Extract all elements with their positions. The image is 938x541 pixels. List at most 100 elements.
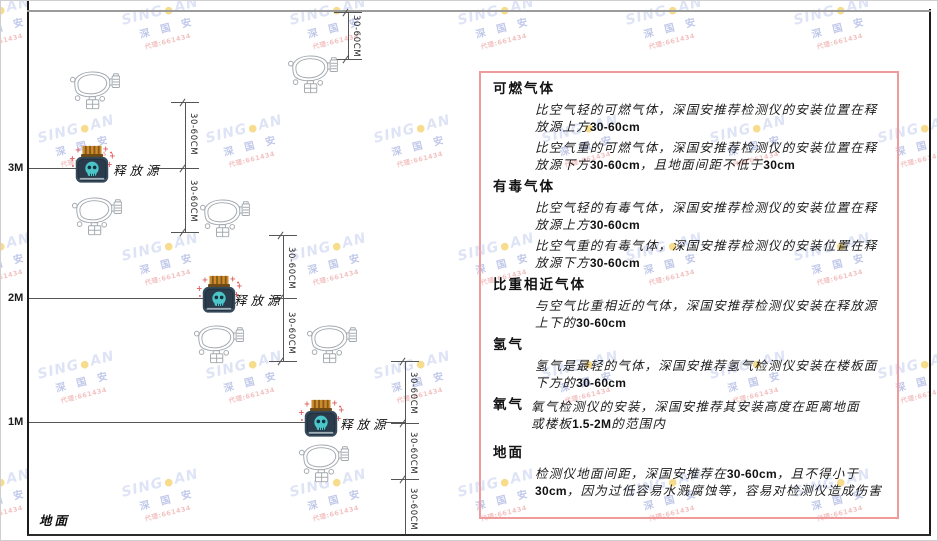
watermark-dot-icon: ● bbox=[79, 122, 92, 136]
watermark-brand-text: SING●AN bbox=[119, 0, 201, 29]
watermark-cjk-text: 深 国 安 bbox=[138, 16, 197, 41]
dim-tick bbox=[391, 361, 419, 362]
watermark-sub-text: 代理:661434 bbox=[143, 503, 192, 524]
svg-text:+: + bbox=[332, 399, 338, 408]
brand-watermark: SING●AN深 国 安代理:661434 bbox=[791, 0, 879, 55]
ground-line bbox=[27, 534, 931, 536]
watermark-sub-text: 代理:661434 bbox=[0, 31, 24, 52]
detector-above-3m-source bbox=[68, 67, 120, 110]
watermark-cjk-text: 深 国 安 bbox=[222, 370, 281, 395]
height-label-1m: 1M bbox=[8, 416, 24, 428]
installation-guideline-panel: 可燃气体 比空气轻的可燃气体，深国安推荐检测仪的安装位置在释放源上方30-60cm… bbox=[479, 71, 899, 519]
ceiling-line bbox=[27, 10, 931, 12]
brand-watermark: SING●AN深 国 安代理:661434 bbox=[455, 0, 543, 55]
watermark-brand-text: SING●AN bbox=[35, 348, 117, 383]
watermark-dot-icon: ● bbox=[415, 122, 428, 136]
connector-line bbox=[153, 168, 171, 169]
watermark-brand-text: SING●AN bbox=[287, 230, 369, 265]
panel-section: 比重相近气体 与空气比重相近的气体，深国安推荐检测仪安装在释放源上下的30-60c… bbox=[493, 278, 883, 331]
right-wall-line bbox=[929, 9, 931, 536]
watermark-sub-text: 代理:661434 bbox=[899, 385, 938, 406]
brand-watermark: SING●AN深 国 安代理:661434 bbox=[0, 466, 39, 527]
panel-section-paragraph: 比空气轻的有毒气体，深国安推荐检测仪的安装位置在释放源上方30-60cm bbox=[535, 200, 878, 232]
watermark-sub-text: 代理:661434 bbox=[143, 31, 192, 52]
dim-tick bbox=[334, 12, 362, 13]
dim-label: 30-60CM bbox=[188, 180, 198, 223]
dim-tick bbox=[269, 298, 297, 299]
watermark-brand-text: SING●AN bbox=[455, 0, 537, 29]
release-source-label-1m: 释放源 bbox=[340, 417, 390, 432]
svg-text:+: + bbox=[109, 151, 115, 160]
panel-section: 地面 检测仪地面间距，深国安推荐在30-60cm，且不得小于30cm，因为过低容易… bbox=[493, 446, 883, 499]
svg-text:+: + bbox=[75, 146, 81, 155]
watermark-cjk-text: 深 国 安 bbox=[138, 488, 197, 513]
dim-label: 30-60CM bbox=[408, 488, 418, 531]
watermark-cjk-text: 深 国 安 bbox=[0, 488, 29, 512]
watermark-sub-text: 代理:661434 bbox=[647, 31, 696, 52]
dim-label: 30-60CM bbox=[188, 113, 198, 156]
release-source-icon: ++ + ++ bbox=[196, 275, 242, 313]
release-source-label-2m: 释放源 bbox=[234, 293, 284, 308]
height-line-3m bbox=[29, 168, 81, 169]
panel-section-paragraph: 检测仪地面间距，深国安推荐在30-60cm，且不得小于30cm，因为过低容易水溅… bbox=[535, 466, 883, 498]
release-source-3m: + + + + + bbox=[69, 144, 115, 186]
detector-below-2m-source bbox=[192, 321, 244, 364]
watermark-sub-text: 代理:661434 bbox=[815, 31, 864, 52]
watermark-cjk-text: 深 国 安 bbox=[306, 16, 365, 41]
dim-label: 30-60CM bbox=[408, 372, 418, 415]
svg-text:+: + bbox=[230, 275, 236, 284]
height-label-3m: 3M bbox=[8, 162, 24, 174]
watermark-cjk-text: 深 国 安 bbox=[894, 134, 937, 159]
watermark-dot-icon: ● bbox=[415, 358, 428, 372]
panel-section-heading: 有毒气体 bbox=[493, 179, 555, 195]
brand-watermark: SING●AN深 国 安代理:661434 bbox=[624, 1, 711, 55]
left-wall-line bbox=[27, 1, 29, 536]
watermark-dot-icon: ● bbox=[163, 476, 176, 490]
watermark-sub-text: 代理:661434 bbox=[479, 31, 528, 52]
watermark-cjk-text: 深 国 安 bbox=[894, 370, 937, 395]
detector-above-2m-source bbox=[198, 195, 250, 238]
detector-below-ceiling bbox=[286, 51, 338, 94]
height-line-2m bbox=[29, 298, 205, 299]
brand-watermark: SING●AN深 国 安代理:661434 bbox=[119, 0, 207, 55]
dim-label: 30-60CM bbox=[351, 15, 361, 58]
watermark-cjk-text: 深 国 安 bbox=[390, 370, 449, 395]
watermark-dot-icon: ● bbox=[163, 240, 176, 254]
svg-text:+: + bbox=[233, 290, 239, 299]
watermark-cjk-text: 深 国 安 bbox=[0, 16, 29, 40]
panel-section: 可燃气体 比空气轻的可燃气体，深国安推荐检测仪的安装位置在释放源上方30-60cm… bbox=[493, 82, 883, 173]
ground-label: 地面 bbox=[39, 513, 71, 528]
svg-text:+: + bbox=[69, 154, 75, 163]
watermark-cjk-text: 深 国 安 bbox=[642, 16, 701, 41]
release-source-1m: + + + + + bbox=[298, 398, 344, 440]
watermark-cjk-text: 深 国 安 bbox=[138, 252, 197, 277]
dim-label: 30-60CM bbox=[286, 247, 296, 290]
svg-text:+: + bbox=[103, 145, 109, 154]
panel-section-heading: 比重相近气体 bbox=[493, 277, 586, 293]
gas-detector-icon bbox=[298, 444, 349, 483]
brand-watermark: SING●AN深 国 安代理:661434 bbox=[288, 1, 375, 55]
watermark-sub-text: 代理:661434 bbox=[0, 267, 24, 288]
watermark-sub-text: 代理:661434 bbox=[311, 267, 360, 288]
gas-detector-icon bbox=[287, 55, 338, 94]
release-source-icon: ++ + ++ bbox=[298, 399, 344, 437]
detector-below-3m-source bbox=[70, 193, 122, 236]
svg-text:+: + bbox=[335, 414, 341, 423]
panel-section-paragraph: 比空气重的可燃气体，深国安推荐检测仪的安装位置在释放源下方30-60cm，且地面… bbox=[535, 140, 878, 172]
panel-section: 有毒气体比空气轻的有毒气体，深国安推荐检测仪的安装位置在释放源上方30-60cm… bbox=[493, 180, 883, 271]
watermark-brand-text: SING●AN bbox=[35, 112, 117, 147]
brand-watermark: SING●AN深 国 安代理:661434 bbox=[0, 1, 39, 55]
watermark-sub-text: 代理:661434 bbox=[899, 149, 938, 170]
watermark-dot-icon: ● bbox=[0, 240, 8, 254]
brand-watermark: SING●AN深 国 安代理:661434 bbox=[0, 230, 39, 291]
release-source-label-3m: 释放源 bbox=[113, 163, 163, 178]
dim-tick bbox=[334, 59, 362, 60]
watermark-brand-text: SING●AN bbox=[791, 0, 873, 29]
panel-section-paragraph: 氧气检测仪的安装，深国安推荐其安装高度在距离地面或楼板1.5-2M的范围内 bbox=[531, 399, 860, 431]
panel-section-heading: 氢气 bbox=[493, 337, 524, 353]
dim-chain-1m bbox=[405, 361, 406, 534]
